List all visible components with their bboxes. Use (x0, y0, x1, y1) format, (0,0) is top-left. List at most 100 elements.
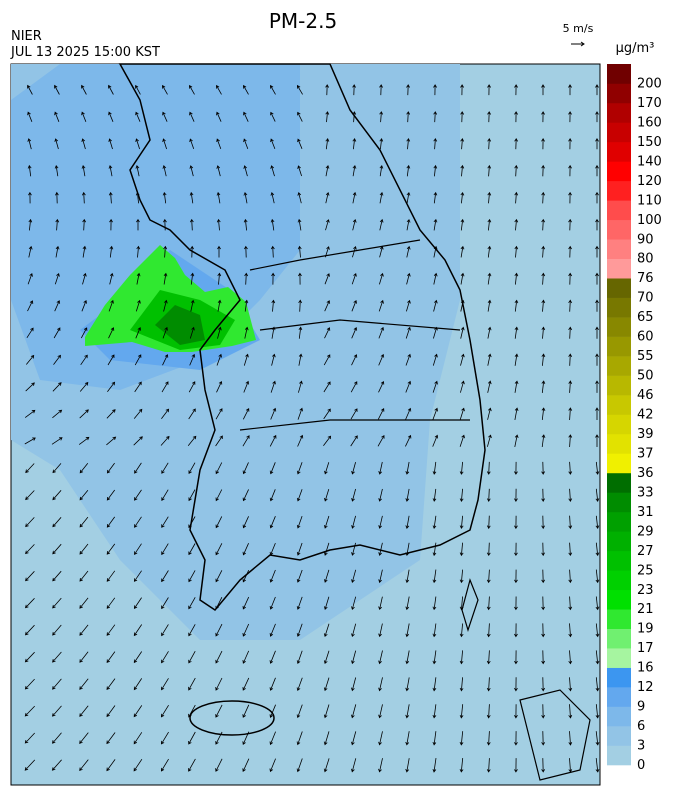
wind-arrow (459, 488, 464, 502)
wind-arrow (541, 191, 546, 204)
wind-arrow (216, 191, 221, 204)
wind-arrow (107, 381, 116, 392)
wind-arrow (24, 598, 35, 609)
colorbar-swatch (607, 609, 631, 629)
wind-arrow (595, 164, 599, 177)
wind-arrow (161, 462, 169, 474)
wind-arrow (568, 677, 573, 692)
colorbar-swatch (607, 258, 631, 279)
source: NIER (11, 29, 42, 44)
wind-arrow (82, 245, 87, 258)
wind-arrow (377, 435, 385, 447)
wind-arrow (243, 353, 249, 366)
wind-arrow (378, 381, 385, 393)
wind-arrow (106, 678, 116, 691)
wind-arrow (379, 218, 384, 231)
wind-arrow (53, 327, 61, 339)
wind-arrow (541, 164, 545, 177)
wind-arrow (189, 353, 196, 366)
wind-arrow (514, 434, 519, 447)
wind-arrow (595, 731, 600, 746)
wind-arrow (79, 651, 89, 663)
wind-arrow (405, 569, 410, 584)
colorbar-swatch (607, 64, 631, 84)
wind-arrow (55, 218, 60, 231)
wind-arrow (242, 596, 250, 610)
wind-arrow (27, 164, 32, 177)
colorbar-label: 60 (637, 330, 654, 345)
wind-arrow (514, 758, 518, 773)
wind-arrow (514, 407, 519, 420)
wind-arrow (53, 354, 61, 365)
wind-arrow (406, 245, 411, 258)
wind-arrow (486, 650, 491, 665)
wind-arrow (459, 731, 464, 746)
wind-arrow (487, 434, 492, 447)
wind-arrow (541, 677, 546, 692)
wind-arrow (378, 542, 383, 556)
wind-arrow (135, 84, 141, 95)
wind-arrow (242, 704, 250, 718)
wind-scale-arrow (571, 41, 585, 47)
wind-arrow (296, 462, 303, 475)
wind-arrow (432, 380, 438, 393)
wind-arrow (27, 300, 34, 312)
wind-arrow (487, 407, 492, 420)
wind-arrow (243, 380, 250, 393)
wind-arrow (242, 462, 249, 475)
wind-arrow (52, 490, 62, 501)
colorbar-swatch (607, 745, 631, 766)
wind-arrow (325, 219, 330, 231)
wind-arrow (187, 435, 197, 446)
wind-arrow (486, 515, 491, 530)
wind-arrow (269, 516, 276, 529)
colorbar-label: 21 (637, 602, 654, 617)
colorbar-label: 29 (637, 524, 654, 539)
colorbar-label: 3 (637, 739, 645, 754)
title: PM-2.5 (269, 9, 337, 33)
wind-arrow (514, 704, 518, 719)
wind-arrow (26, 327, 34, 339)
wind-arrow (595, 704, 600, 719)
wind-arrow (270, 165, 275, 177)
wind-arrow (134, 354, 142, 366)
wind-arrow (296, 569, 303, 583)
wind-arrow (106, 409, 116, 419)
colorbar-swatch (607, 395, 631, 415)
wind-arrow (162, 191, 167, 204)
wind-arrow (595, 515, 600, 529)
wind-arrow (324, 515, 330, 529)
colorbar-swatch (607, 278, 631, 298)
wind-arrow (595, 111, 599, 123)
colorbar-swatch (607, 239, 631, 260)
wind-arrow (189, 138, 195, 150)
wind-arrow (52, 678, 62, 690)
wind-arrow (379, 111, 384, 123)
wind-arrow (378, 704, 383, 719)
wind-arrow (459, 677, 464, 692)
wind-arrow (514, 353, 519, 366)
colorbar-swatch (607, 531, 631, 552)
wind-arrow (244, 272, 249, 285)
wind-arrow (243, 111, 249, 122)
wind-arrow (162, 138, 167, 150)
wind-arrow (297, 218, 302, 231)
wind-arrow (297, 192, 302, 204)
wind-arrow (486, 704, 491, 719)
wind-arrow (106, 489, 116, 501)
wind-arrow (52, 651, 62, 663)
wind-arrow (432, 758, 437, 773)
wind-arrow (161, 381, 169, 393)
wind-arrow (595, 191, 599, 204)
wind-arrow (135, 326, 142, 339)
wind-arrow (217, 272, 222, 285)
wind-arrow (323, 677, 330, 692)
wind-arrow (270, 192, 275, 204)
wind-arrow (296, 677, 303, 692)
wind-arrow (108, 165, 113, 177)
wind-arrow (486, 623, 491, 638)
wind-arrow (487, 380, 492, 393)
wind-arrow (541, 569, 546, 584)
wind-arrow (460, 111, 465, 123)
wind-arrow (79, 624, 89, 636)
